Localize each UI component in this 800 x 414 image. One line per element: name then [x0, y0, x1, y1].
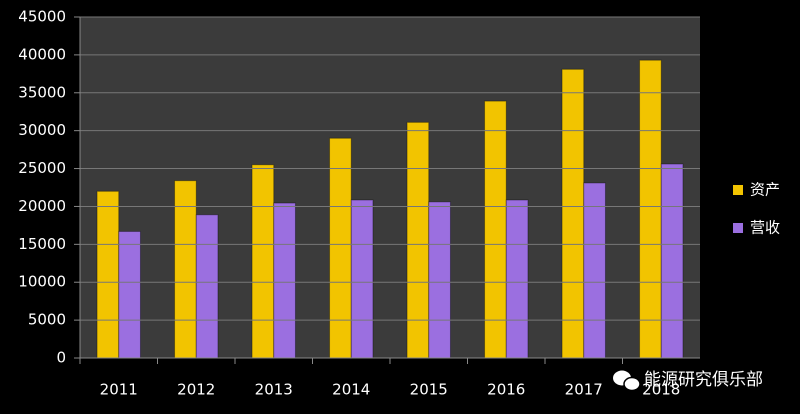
y-tick-label: 15000	[18, 235, 66, 253]
bar	[273, 202, 296, 359]
legend-swatch	[733, 185, 743, 195]
y-tick-label: 30000	[18, 121, 66, 139]
bar	[583, 182, 606, 359]
watermark-icon	[613, 370, 641, 392]
bar	[428, 201, 451, 359]
bar	[484, 100, 507, 359]
bar	[96, 190, 120, 359]
y-tick-label: 40000	[18, 45, 66, 63]
y-tick-label: 10000	[18, 273, 66, 291]
bar	[118, 230, 141, 359]
x-tick-label: 2013	[255, 381, 293, 399]
x-tick-label: 2014	[332, 381, 370, 399]
x-tick-label: 2017	[565, 381, 603, 399]
x-tick-label: 2012	[177, 381, 215, 399]
bar	[350, 199, 374, 359]
y-tick-label: 25000	[18, 159, 66, 177]
watermark: 能源研究俱乐部	[644, 370, 763, 390]
plot-area	[80, 17, 700, 358]
y-tick-label: 45000	[18, 8, 66, 26]
y-tick-label: 5000	[28, 311, 66, 329]
y-tick-label: 35000	[18, 83, 66, 101]
legend-label: 营收	[750, 219, 780, 237]
bar	[561, 68, 585, 359]
y-tick-label: 20000	[18, 197, 66, 215]
bar	[329, 137, 352, 359]
bar	[505, 199, 529, 359]
x-tick-label: 2011	[100, 381, 138, 399]
x-tick-label: 2018	[642, 381, 680, 399]
bar	[406, 121, 430, 359]
bar	[174, 180, 197, 359]
x-tick-label: 2015	[410, 381, 448, 399]
bar	[660, 163, 684, 359]
bar	[639, 59, 662, 359]
bar	[195, 214, 219, 359]
legend-swatch	[733, 223, 743, 233]
bar	[251, 164, 275, 359]
legend-label: 资产	[750, 181, 780, 199]
y-tick-label: 0	[56, 349, 66, 367]
x-tick-label: 2016	[487, 381, 525, 399]
